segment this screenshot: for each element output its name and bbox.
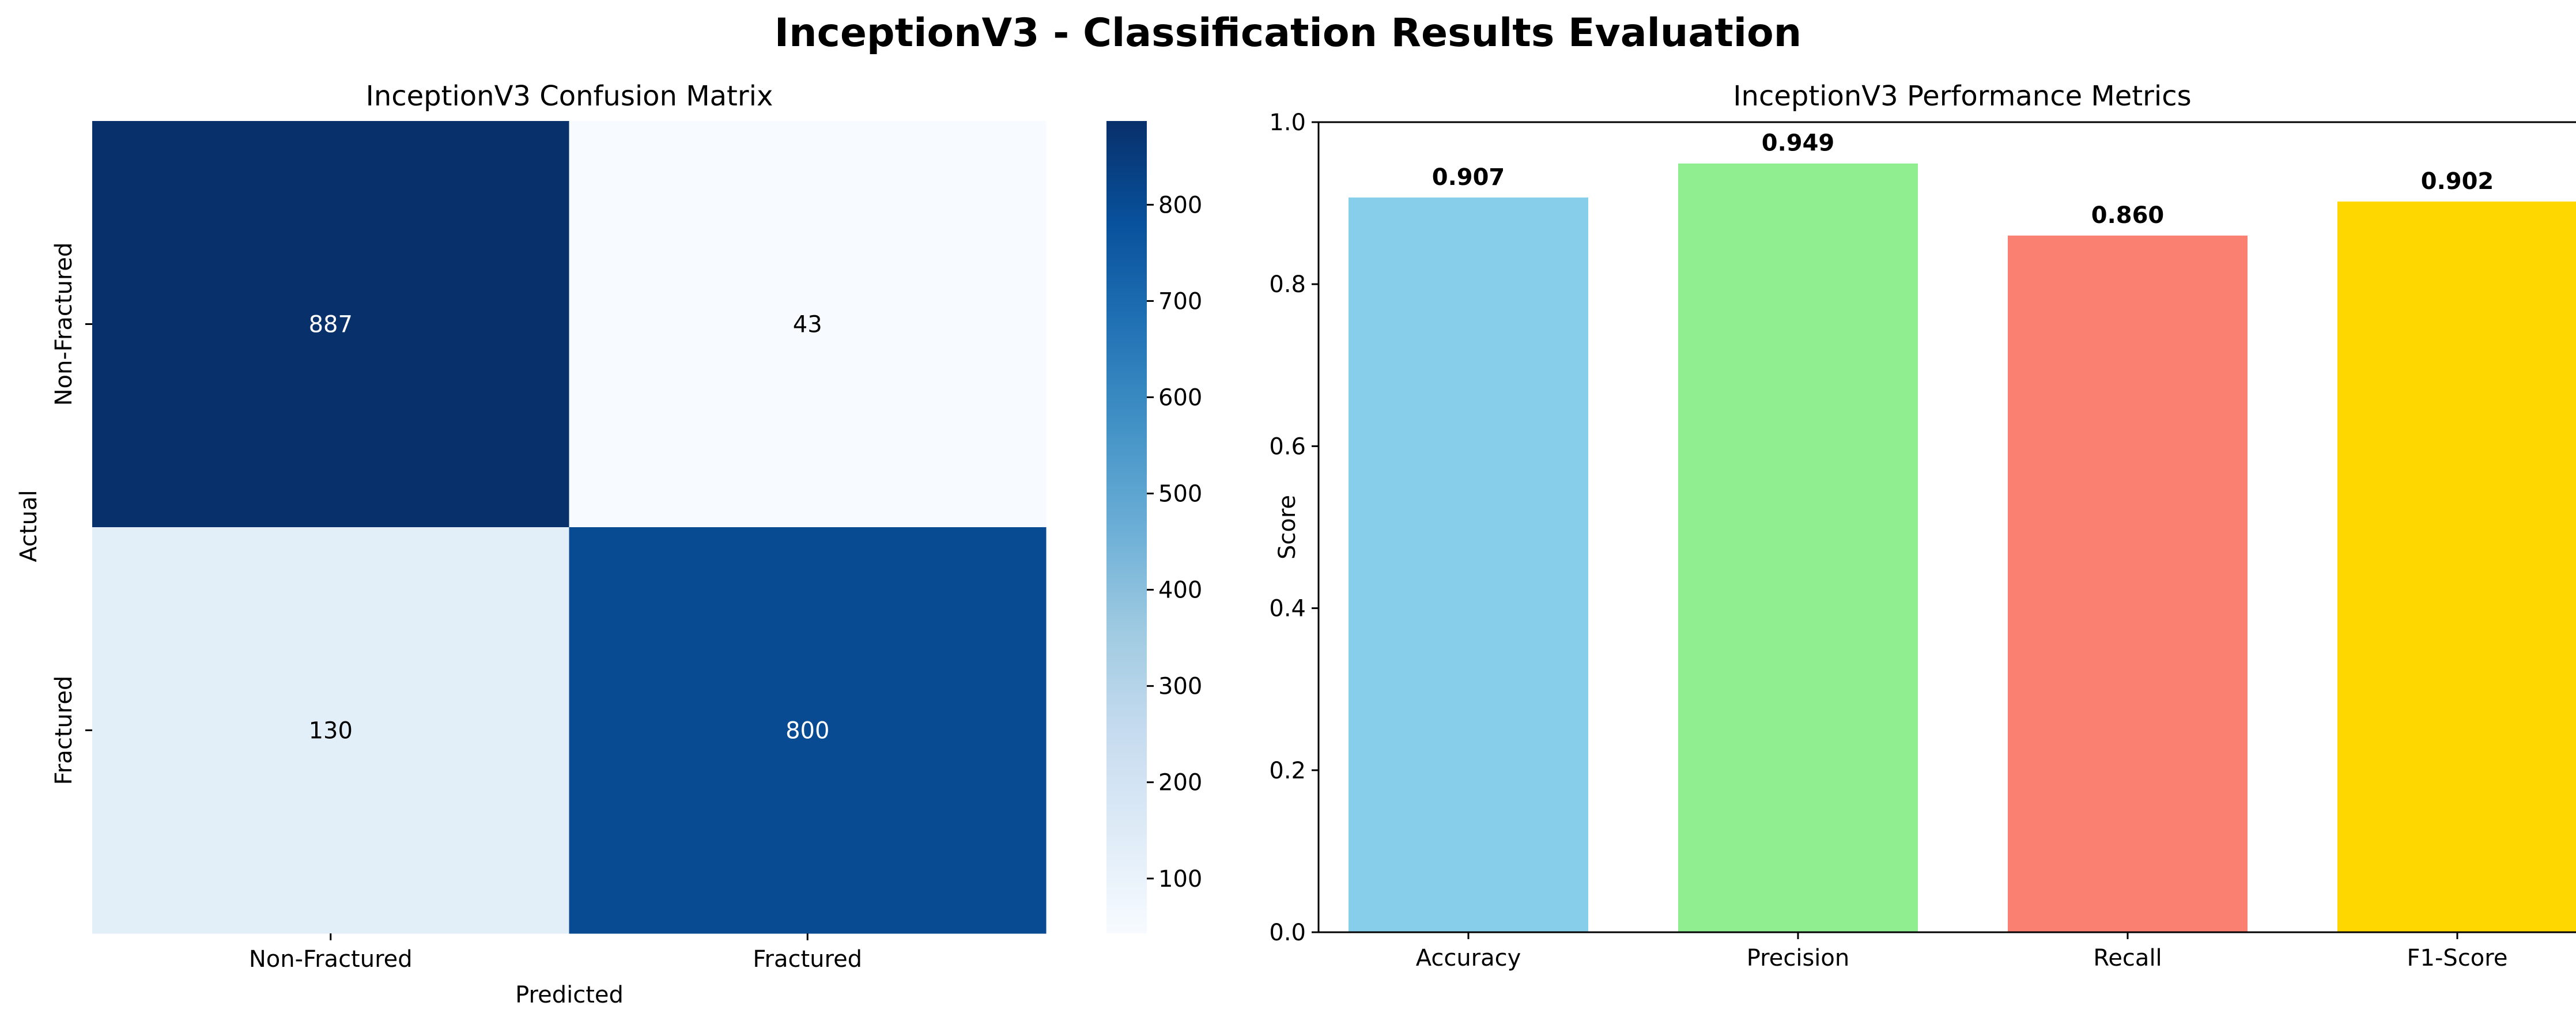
heatmap-y-tick-label: Non-Fractured [51, 243, 77, 406]
heatmap-x-tick-label: Fractured [753, 946, 862, 973]
colorbar-tick-label: 600 [1158, 384, 1202, 411]
bar-value-label: 0.860 [2091, 202, 2165, 229]
bar-value-label: 0.902 [2421, 168, 2494, 195]
figure-title: InceptionV3 - Classification Results Eva… [775, 10, 1801, 56]
heatmap-cell [92, 121, 569, 528]
heatmap-cell [92, 527, 569, 934]
bar-x-tick-label: Recall [2093, 945, 2162, 971]
bar [2008, 235, 2248, 933]
bar [1678, 163, 1918, 932]
heatmap-y-ticks: Non-Fractured Fractured [51, 243, 92, 785]
heatmap-cell-value: 800 [785, 718, 829, 744]
bar-x-tick-label: Precision [1747, 945, 1849, 971]
heatmap-x-tick-label: Non-Fractured [249, 946, 413, 973]
heatmap-y-label: Actual [16, 490, 42, 562]
colorbar: 100 200 300 400 500 600 700 800 [1106, 121, 1202, 933]
heatmap-cell-value: 130 [309, 718, 353, 744]
heatmap-cell-value: 887 [309, 312, 353, 338]
bar-y-tick-label: 0.4 [1269, 596, 1306, 622]
heatmap-cell-value: 43 [793, 312, 822, 338]
bar-y-ticks: 0.0 0.2 0.4 0.6 0.8 1.0 [1269, 109, 1319, 946]
bar-x-tick-label: F1-Score [2407, 945, 2508, 971]
colorbar-tick-label: 300 [1158, 674, 1202, 700]
colorbar-tick-label: 100 [1158, 866, 1202, 892]
bar-value-labels: 0.907 0.949 0.860 0.902 [1432, 130, 2494, 229]
colorbar-gradient [1106, 121, 1147, 933]
bar-value-label: 0.949 [1762, 130, 1835, 157]
heatmap-x-ticks: Non-Fractured Fractured [249, 933, 862, 973]
heatmap-x-label: Predicted [515, 982, 624, 1008]
heatmap-cell [569, 527, 1047, 934]
bar-y-label: Score [1274, 495, 1301, 559]
heatmap-cell [569, 121, 1047, 528]
performance-metrics-panel: InceptionV3 Performance Metrics 0.9070.9… [1269, 80, 2576, 971]
colorbar-tick-label: 400 [1158, 577, 1202, 604]
heatmap-y-tick-label: Fractured [51, 676, 77, 785]
bar-x-ticks: Accuracy Precision Recall F1-Score [1416, 932, 2508, 971]
bars [1349, 163, 2576, 933]
colorbar-ticks: 100 200 300 400 500 600 700 800 [1147, 192, 1202, 892]
bar-y-tick-label: 0.8 [1269, 271, 1306, 298]
bar-axes-frame [1317, 121, 2576, 933]
bar-y-tick-label: 0.2 [1269, 758, 1306, 784]
bar-y-tick-label: 0.6 [1269, 433, 1306, 460]
bar-x-tick-label: Accuracy [1416, 945, 1521, 971]
bar [1349, 197, 1588, 932]
colorbar-tick-label: 500 [1158, 481, 1202, 508]
colorbar-tick-label: 800 [1158, 192, 1202, 218]
colorbar-tick-label: 200 [1158, 770, 1202, 796]
colorbar-tick-label: 700 [1158, 288, 1202, 315]
bar-y-tick-label: 0.0 [1269, 920, 1306, 946]
heatmap-title: InceptionV3 Confusion Matrix [366, 80, 773, 112]
bar-chart-title: InceptionV3 Performance Metrics [1733, 80, 2191, 112]
heatmap-cells: 887 43 130 800 [92, 121, 1047, 934]
bar-value-label: 0.907 [1432, 164, 1505, 191]
confusion-matrix-panel: InceptionV3 Confusion Matrix 887 43 130 800… [16, 80, 1047, 1008]
bar-y-tick-label: 1.0 [1269, 109, 1306, 136]
bar [2337, 201, 2576, 933]
